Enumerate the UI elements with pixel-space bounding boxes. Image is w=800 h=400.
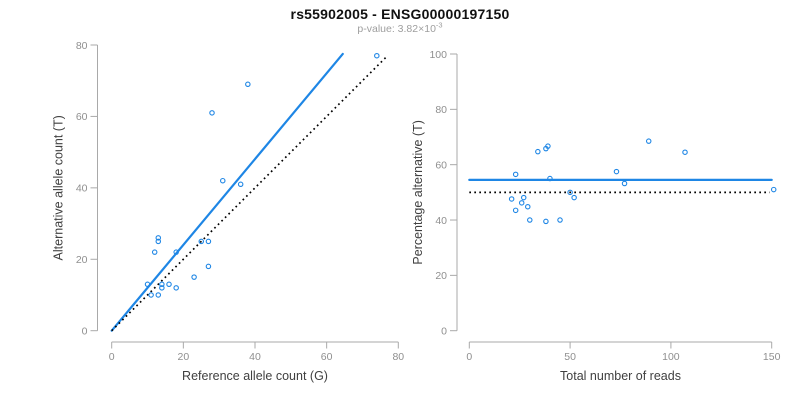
data-point [245, 81, 251, 88]
y-tick-label: 0 [441, 326, 447, 338]
data-point [543, 145, 549, 152]
data-point [525, 203, 531, 210]
data-point [155, 238, 162, 245]
data-point [148, 292, 154, 298]
data-point [535, 148, 541, 155]
y-tick-label: 80 [435, 104, 447, 116]
data-point [237, 181, 244, 188]
data-point [645, 138, 652, 144]
data-point [166, 281, 172, 288]
data-point [621, 180, 628, 187]
y-tick-label: 60 [435, 159, 447, 171]
data-point [191, 274, 197, 280]
x-tick-label: 100 [662, 351, 680, 363]
data-point [571, 194, 577, 201]
data-point [173, 249, 179, 255]
data-point [144, 281, 151, 288]
data-point [151, 249, 158, 255]
data-point [209, 110, 215, 116]
y-axis-title-allele-counts-plot: Alternative allele count (T) [52, 115, 66, 260]
x-tick-label: 0 [466, 351, 472, 363]
pvalue-text: p-value: 3.82×10 [357, 23, 436, 35]
y-tick-label: 20 [76, 254, 88, 266]
fit-line [110, 52, 344, 332]
figure-subtitle: p-value: 3.82×10-3 [0, 20, 800, 35]
y-tick-label: 100 [429, 49, 447, 61]
y-tick-label: 40 [435, 215, 447, 227]
x-tick-label: 60 [321, 351, 333, 363]
pvalue-exponent: -3 [435, 20, 443, 30]
data-point [155, 235, 162, 241]
x-axis-title-allele-counts-plot: Reference allele count (G) [182, 369, 328, 383]
data-point [557, 217, 563, 223]
y-tick-label: 20 [435, 270, 447, 282]
data-point [198, 238, 205, 245]
x-tick-label: 150 [763, 351, 781, 363]
data-point [173, 285, 179, 291]
y-axis-title-percentage-plot: Percentage alternative (T) [411, 120, 425, 265]
data-point [520, 194, 527, 201]
data-point [159, 285, 165, 291]
x-tick-label: 20 [178, 351, 190, 363]
data-point [205, 238, 212, 245]
identity-line [111, 55, 389, 332]
x-tick-label: 50 [564, 351, 576, 363]
data-point [220, 177, 226, 184]
data-point [518, 200, 525, 206]
y-tick-label: 0 [82, 326, 88, 338]
data-point [159, 281, 165, 288]
data-point [547, 175, 553, 182]
data-point [682, 149, 688, 155]
y-tick-label: 60 [76, 111, 88, 123]
data-point [155, 292, 162, 298]
x-axis-title-percentage-plot: Total number of reads [560, 369, 681, 383]
x-tick-label: 40 [249, 351, 261, 363]
data-point [205, 263, 212, 270]
data-point [374, 52, 380, 59]
x-tick-label: 80 [392, 351, 404, 363]
data-point [508, 196, 515, 202]
figure-title: rs55902005 - ENSG00000197150 [290, 6, 510, 22]
data-point [567, 189, 573, 196]
y-tick-label: 40 [76, 183, 88, 195]
data-point [512, 207, 519, 214]
data-point [613, 168, 620, 175]
data-point [770, 186, 777, 193]
y-tick-label: 80 [76, 40, 88, 52]
data-point [512, 171, 519, 178]
x-tick-label: 0 [109, 351, 115, 363]
data-point [527, 217, 533, 223]
data-point [543, 218, 549, 225]
